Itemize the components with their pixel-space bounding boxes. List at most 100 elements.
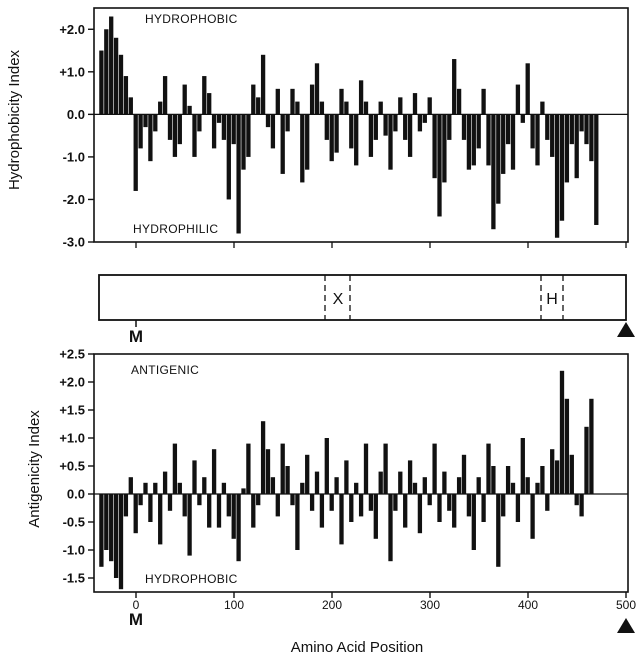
data-bar [452,59,457,115]
domain-x-label: X [333,291,344,308]
data-bar [275,494,280,517]
data-bar [461,454,467,494]
data-bar [241,114,246,170]
data-bar [535,482,540,494]
data-bar [412,482,418,494]
data-bar [236,114,241,234]
data-bar [520,438,525,494]
data-bar [569,454,574,494]
data-bar [358,494,364,517]
data-bar [589,114,594,162]
data-bar [148,114,153,162]
data-bar [334,114,339,153]
data-bar [594,114,599,225]
data-bar [109,494,114,562]
data-bar [383,114,388,136]
data-bar [574,494,579,506]
c-terminus-arrow-marker [617,322,635,337]
antigenicity-x-axis: 0 100 200 300 400 500 [133,592,636,612]
data-bar [211,114,217,149]
data-bar [354,114,359,166]
data-bar [153,114,158,132]
methionine-start-label: M [129,327,143,346]
data-bar [398,471,403,494]
x-tick-label: 200 [322,598,342,612]
data-bar [285,466,290,494]
data-bar [501,494,506,517]
data-bar [280,443,285,494]
x-axis-title: Amino Acid Position [291,639,424,656]
hydrophobicity-bars [99,16,599,238]
data-bar [569,114,574,145]
data-bar [329,494,334,511]
data-bar [236,494,241,562]
data-bar [118,54,124,115]
data-bar [589,398,594,494]
y-tick-label: 0.0 [67,487,85,502]
data-bar [564,114,570,183]
data-bar [530,114,535,149]
data-bar [172,443,178,494]
data-bar [476,477,481,494]
data-bar [373,114,378,140]
data-bar [486,443,491,494]
data-bar [334,477,339,494]
data-bar [461,114,467,140]
data-bar [133,114,138,191]
data-bar [158,494,163,545]
x-tick-label: 500 [616,598,636,612]
data-bar [241,488,246,494]
antigenicity-y-axis: -1.5 -1.0 -0.5 0.0 +0.5 +1.0 +1.5 +2.0 +2.5 [59,347,94,586]
data-bar [182,494,187,517]
data-bar [501,114,506,174]
y-tick-label: -1.0 [63,149,85,164]
data-bar [559,114,565,221]
data-bar [216,114,222,123]
x-tick-label: 100 [224,598,244,612]
data-bar [579,114,584,132]
data-bar [226,494,231,517]
data-bar [295,101,300,115]
data-bar [515,494,521,522]
data-bar [260,421,266,494]
data-bar [398,97,403,115]
hydrophobicity-plot-frame [93,7,629,243]
data-bar [545,494,550,511]
data-bar [187,105,192,115]
data-bar [349,114,354,149]
hydrophobic-region-label: HYDROPHOBIC [145,12,238,26]
data-bar [383,443,388,494]
data-bar [422,477,427,494]
y-tick-label: +1.0 [59,431,85,446]
data-bar [456,477,462,494]
domain-h-label: H [546,291,558,308]
data-bar [403,494,408,528]
data-bar [246,114,251,157]
x-tick-label: 400 [518,598,538,612]
data-bar [148,494,153,522]
data-bar [118,494,124,590]
data-bar [216,494,222,528]
x-tick-label: 300 [420,598,440,612]
data-bar [182,84,187,115]
data-bar [520,114,525,123]
data-bar [192,460,197,494]
data-bar [162,471,168,494]
data-bar [393,494,398,511]
data-bar [138,114,143,149]
data-bar [525,477,530,494]
data-bar [256,494,261,506]
data-bar [510,482,516,494]
data-bar [339,494,344,545]
y-tick-label: +2.0 [59,22,85,37]
data-bar [123,494,129,517]
data-bar [314,63,320,115]
data-bar [270,477,276,494]
data-bar [202,477,207,494]
data-bar [584,426,589,494]
data-bar [226,114,231,200]
data-bar [412,93,418,115]
data-bar [251,494,256,528]
data-bar [300,114,305,183]
data-bar [476,114,481,149]
